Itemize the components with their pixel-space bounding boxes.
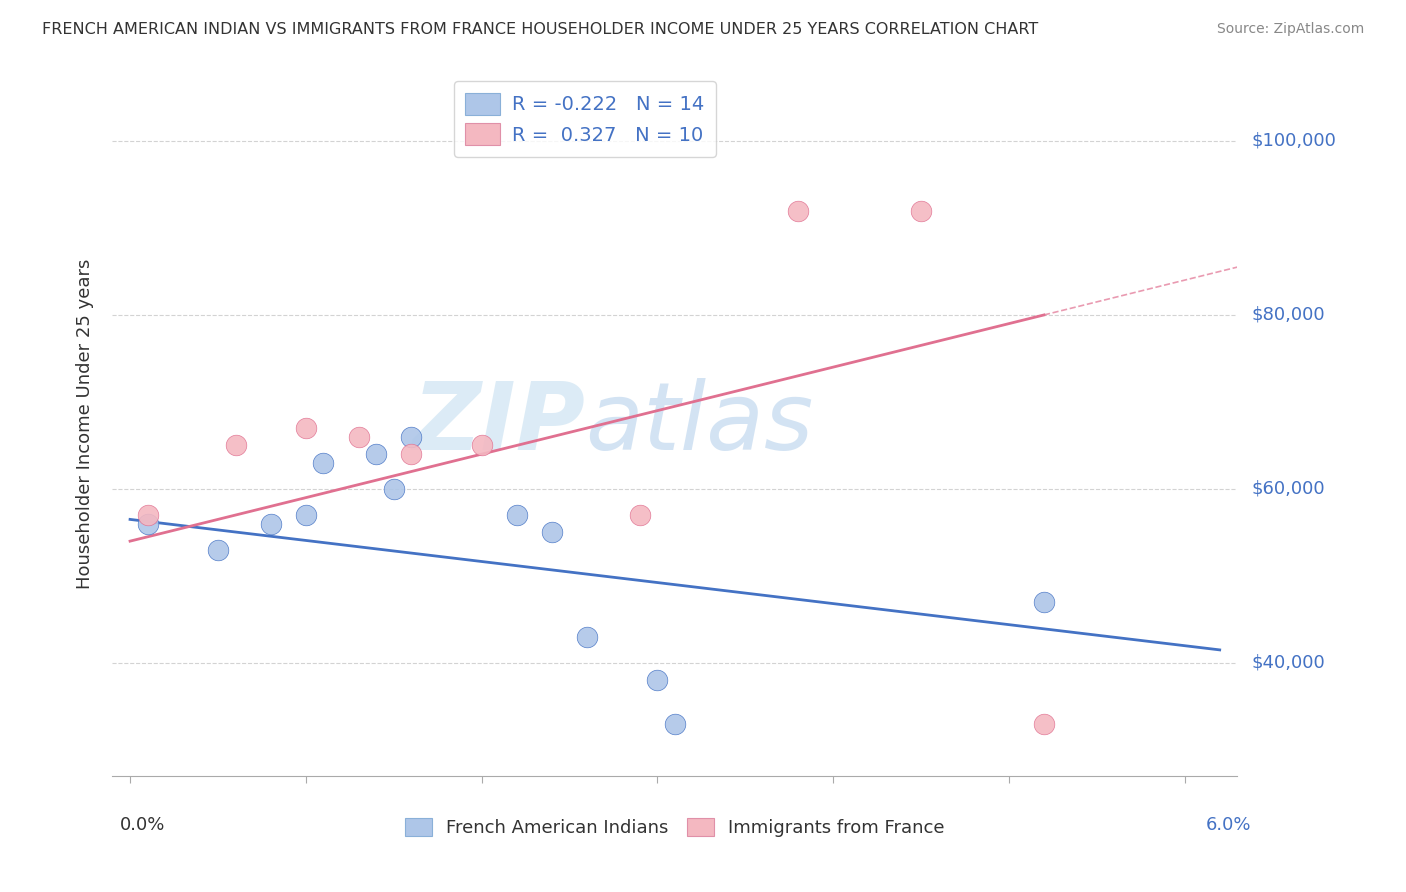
Point: [225, 438, 247, 452]
Point: [136, 516, 159, 531]
Text: Source: ZipAtlas.com: Source: ZipAtlas.com: [1216, 22, 1364, 37]
Text: ZIP: ZIP: [412, 377, 585, 470]
Point: [1032, 716, 1054, 731]
Legend: French American Indians, Immigrants from France: French American Indians, Immigrants from…: [398, 811, 952, 845]
Text: 0.0%: 0.0%: [120, 816, 165, 834]
Point: [540, 525, 562, 540]
Point: [382, 482, 405, 496]
Point: [576, 630, 599, 644]
Point: [910, 203, 932, 218]
Point: [295, 421, 318, 435]
Text: $60,000: $60,000: [1251, 480, 1324, 498]
Point: [259, 516, 281, 531]
Text: $40,000: $40,000: [1251, 654, 1324, 672]
Point: [401, 447, 423, 461]
Point: [312, 456, 335, 470]
Point: [295, 508, 318, 522]
Point: [207, 542, 229, 557]
Point: [1032, 595, 1054, 609]
Point: [136, 508, 159, 522]
Point: [366, 447, 388, 461]
Point: [628, 508, 651, 522]
Point: [470, 438, 494, 452]
Point: [787, 203, 810, 218]
Point: [647, 673, 669, 688]
Point: [401, 430, 423, 444]
Point: [664, 716, 686, 731]
Text: $100,000: $100,000: [1251, 132, 1336, 150]
Point: [506, 508, 529, 522]
Point: [347, 430, 370, 444]
Text: FRENCH AMERICAN INDIAN VS IMMIGRANTS FROM FRANCE HOUSEHOLDER INCOME UNDER 25 YEA: FRENCH AMERICAN INDIAN VS IMMIGRANTS FRO…: [42, 22, 1039, 37]
Text: $80,000: $80,000: [1251, 306, 1324, 324]
Text: atlas: atlas: [585, 378, 813, 469]
Y-axis label: Householder Income Under 25 years: Householder Income Under 25 years: [76, 259, 94, 589]
Text: 6.0%: 6.0%: [1206, 816, 1251, 834]
